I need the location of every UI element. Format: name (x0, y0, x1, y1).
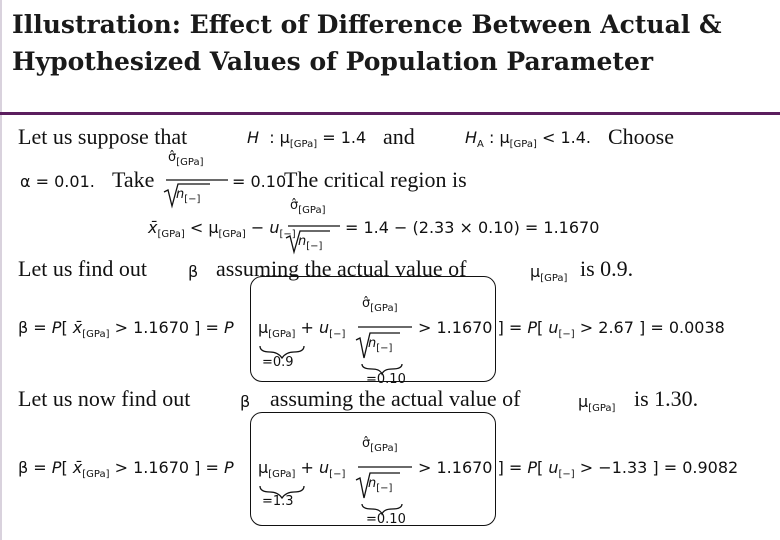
case1-tail: is 0.9. (580, 256, 634, 281)
case2-sigma: σ̂[GPa] (362, 436, 398, 454)
critical-region-rhs: = 1.4 − (2.33 × 0.10) = 1.1670 (345, 218, 600, 237)
case2-mu: μ[GPa] (578, 392, 616, 414)
title-line-1: Illustration: Effect of Difference Betwe… (12, 10, 722, 39)
intro-choose: Choose (608, 124, 674, 149)
critical-region-text: The critical region is (284, 167, 467, 192)
alt-hypothesis: HA : μ[GPa] < 1.4. (465, 128, 591, 150)
case1-eq-part2: > 1.1670 ] = P[ u[−] > 2.67 ] = 0.0038 (418, 318, 725, 340)
case1-mu: μ[GPa] (530, 262, 568, 284)
radical-sign (355, 332, 400, 359)
critical-sigma: σ̂[GPa] (290, 198, 326, 216)
case1-bracket (250, 276, 496, 382)
case1-mu-term: μ[GPa] + u[−] (258, 318, 346, 340)
underbrace (259, 345, 305, 360)
case2-bracket (250, 412, 496, 526)
take-label: Take (112, 167, 155, 192)
case2-middle: assuming the actual value of (270, 386, 521, 411)
se-value: = 0.10. (232, 172, 292, 191)
sigma-hat: σ̂[GPa] (168, 150, 204, 168)
underbrace (361, 503, 403, 516)
case2-eq-part1: β = P[ x̄[GPa] > 1.1670 ] = P (18, 458, 234, 480)
case1-sigma: σ̂[GPa] (362, 296, 398, 314)
title-divider (0, 112, 780, 115)
null-hypothesis: H : μ[GPa] = 1.4 (247, 128, 367, 150)
case2-tail: is 1.30. (634, 386, 699, 411)
case1-mu-value: =0.9 (262, 355, 294, 370)
case2-lead: Let us now find out (18, 386, 191, 411)
critical-root-n: n[−] (298, 234, 323, 252)
case2-eq-part2: > 1.1670 ] = P[ u[−] > −1.33 ] = 0.9082 (418, 458, 739, 480)
case2-root-n: n[−] (368, 476, 393, 494)
case2-beta: β (240, 392, 251, 411)
intro-lead: Let us suppose that (18, 124, 188, 149)
case1-se-value: =0.10 (366, 372, 406, 387)
case2-mu-value: =1.3 (262, 494, 294, 509)
case1-eq-part1: β = P[ x̄[GPa] > 1.1670 ] = P (18, 318, 234, 340)
radical-sign (355, 472, 400, 499)
case2-se-value: =0.10 (366, 512, 406, 527)
underbrace (361, 363, 403, 376)
critical-region-lhs: x̄[GPa] < μ[GPa] − u[−] (148, 218, 296, 240)
case1-beta: β (188, 262, 199, 281)
slide-title: Illustration: Effect of Difference Betwe… (12, 6, 772, 80)
case2-mu-term: μ[GPa] + u[−] (258, 458, 346, 480)
radical-sign (163, 183, 210, 209)
radical-sign (285, 230, 330, 255)
case1-lead: Let us find out (18, 256, 147, 281)
alpha-value: α = 0.01. (20, 172, 95, 191)
root-n: n[−] (176, 187, 201, 205)
case1-root-n: n[−] (368, 336, 393, 354)
title-line-2: Hypothesized Values of Population Parame… (12, 47, 654, 76)
intro-and: and (383, 124, 415, 149)
left-border (0, 0, 2, 540)
underbrace (259, 485, 305, 500)
